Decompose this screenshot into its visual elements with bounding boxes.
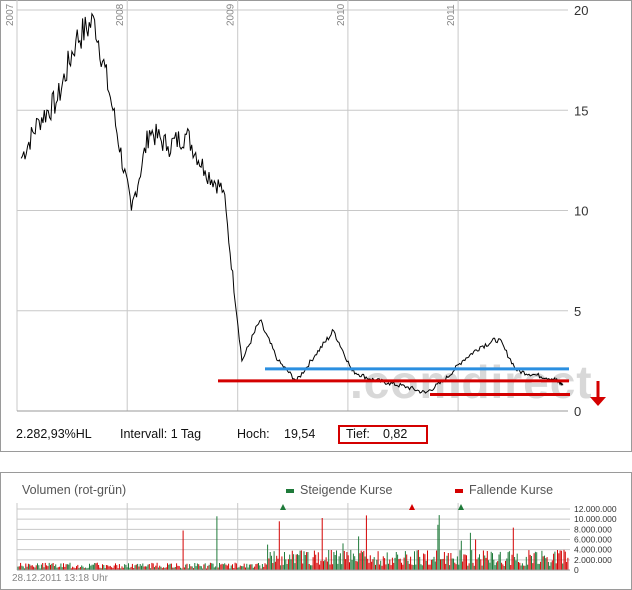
x-tick-label: 2010: [336, 3, 347, 26]
volume-tick-label: 10.000.000: [574, 514, 617, 524]
change-percent: 2.282,93%HL: [16, 427, 92, 441]
volume-tick-label: 0: [574, 565, 579, 575]
price-chart-panel: [0, 0, 632, 452]
x-tick-label: 2011: [446, 4, 457, 26]
interval-label: Intervall: 1 Tag: [120, 427, 202, 441]
low-value: 0,82: [383, 427, 408, 441]
y-tick-label: 5: [574, 304, 581, 319]
volume-tick-label: 6.000.000: [574, 535, 612, 545]
high-label: Hoch:: [237, 427, 270, 441]
legend-rising-label: Steigende Kurse: [300, 483, 393, 497]
y-tick-label: 10: [574, 204, 588, 219]
legend-falling-label: Fallende Kurse: [469, 483, 554, 497]
legend-falling-swatch: [455, 488, 463, 493]
legend-rising-swatch: [286, 488, 294, 493]
low-highlight-box: [338, 425, 428, 444]
x-tick-label: 2007: [5, 3, 16, 26]
volume-title: Volumen (rot-grün): [22, 483, 127, 497]
legend-rising: Steigende Kurse: [286, 483, 392, 497]
volume-spike-marker: [458, 504, 464, 510]
volume-tick-label: 4.000.000: [574, 545, 612, 555]
volume-tick-label: 2.000.000: [574, 555, 612, 565]
down-arrow-head: [590, 397, 606, 406]
y-tick-label: 20: [574, 3, 588, 18]
volume-spike-marker: [409, 504, 415, 510]
timestamp: 28.12.2011 13:18 Uhr: [12, 573, 109, 584]
volume-tick-label: 12.000.000: [574, 504, 617, 514]
y-tick-label: 15: [574, 103, 588, 118]
high-value: 19,54: [284, 427, 316, 441]
volume-tick-label: 8.000.000: [574, 524, 612, 534]
legend-falling: Fallende Kurse: [455, 483, 553, 497]
x-tick-label: 2009: [226, 3, 237, 26]
low-label: Tief:: [346, 427, 370, 441]
y-tick-label: 0: [574, 404, 581, 419]
x-tick-label: 2008: [115, 3, 126, 26]
volume-spike-marker: [280, 504, 286, 510]
